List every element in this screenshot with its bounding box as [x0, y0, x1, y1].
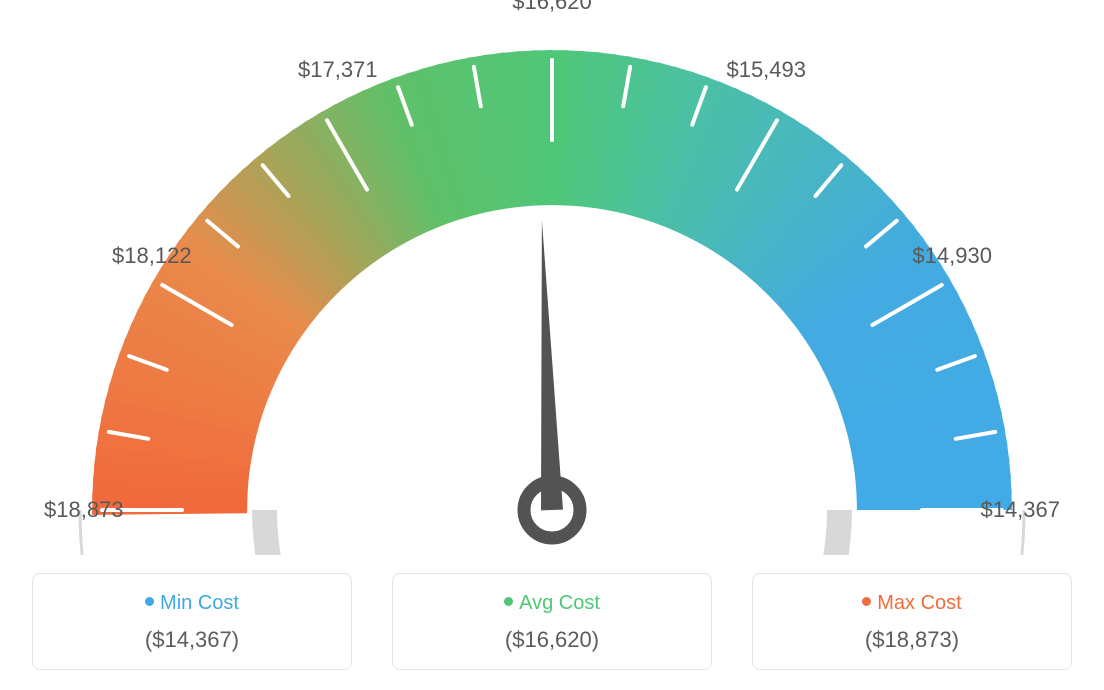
- legend-label-min: Min Cost: [160, 592, 239, 614]
- legend-card-min: Min Cost ($14,367): [32, 573, 352, 670]
- gauge-tick-label: $18,122: [112, 243, 192, 269]
- dot-icon: [145, 597, 154, 606]
- legend-title-avg: Avg Cost: [403, 592, 701, 615]
- dot-icon: [862, 597, 871, 606]
- legend-value-min: ($14,367): [43, 627, 341, 653]
- gauge-svg: [0, 0, 1104, 555]
- legend-label-avg: Avg Cost: [519, 592, 600, 614]
- gauge-needle: [541, 220, 563, 510]
- legend-value-avg: ($16,620): [403, 627, 701, 653]
- gauge-tick-label: $14,930: [912, 243, 992, 269]
- legend-card-avg: Avg Cost ($16,620): [392, 573, 712, 670]
- gauge-tick-label: $14,367: [980, 497, 1060, 523]
- legend-value-max: ($18,873): [763, 627, 1061, 653]
- legend-title-max: Max Cost: [763, 592, 1061, 615]
- gauge-tick-label: $17,371: [298, 57, 378, 83]
- legend-card-max: Max Cost ($18,873): [752, 573, 1072, 670]
- gauge-tick-label: $15,493: [726, 57, 806, 83]
- legend-label-max: Max Cost: [877, 592, 961, 614]
- gauge-chart: $14,367 $14,930 $15,493 $16,620 $17,371 $18,1…: [0, 0, 1104, 555]
- dot-icon: [504, 597, 513, 606]
- gauge-tick-label: $16,620: [512, 0, 592, 15]
- gauge-tick-label: $18,873: [44, 497, 124, 523]
- legend-title-min: Min Cost: [43, 592, 341, 615]
- legend-row: Min Cost ($14,367) Avg Cost ($16,620) Ma…: [0, 573, 1104, 670]
